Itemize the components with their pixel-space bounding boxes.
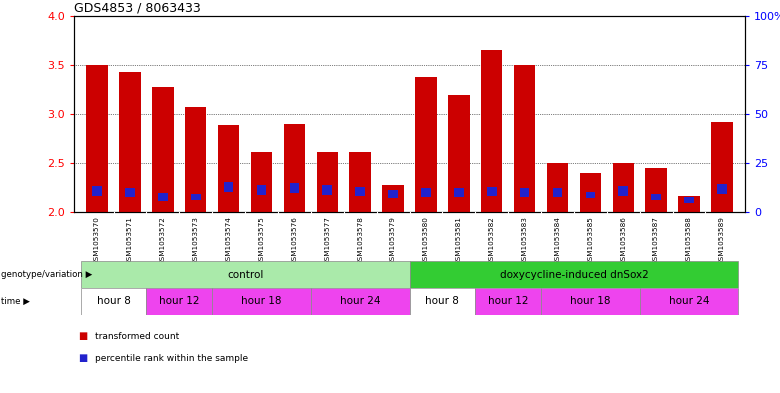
Text: hour 24: hour 24 (668, 296, 709, 307)
Text: percentile rank within the sample: percentile rank within the sample (95, 354, 248, 362)
Text: time ▶: time ▶ (1, 297, 30, 306)
Text: GSM1053579: GSM1053579 (390, 216, 396, 265)
Bar (356, 187, 365, 195)
Text: GSM1053580: GSM1053580 (423, 216, 429, 265)
Text: GSM1053588: GSM1053588 (686, 216, 692, 265)
Text: hour 24: hour 24 (340, 296, 381, 307)
Bar (410, 288, 475, 315)
Text: GSM1053578: GSM1053578 (357, 216, 363, 265)
Text: GSM1053584: GSM1053584 (555, 216, 561, 265)
Text: GSM1053570: GSM1053570 (94, 216, 100, 265)
Text: ■: ■ (78, 353, 87, 363)
Bar (317, 152, 338, 212)
Text: hour 8: hour 8 (425, 296, 459, 307)
Bar (212, 288, 311, 315)
Bar (284, 124, 305, 212)
Bar (119, 72, 140, 212)
Bar (224, 182, 233, 191)
Bar (147, 288, 212, 315)
Bar (80, 288, 147, 315)
Bar (448, 95, 470, 212)
Bar (126, 188, 135, 196)
Text: GDS4853 / 8063433: GDS4853 / 8063433 (74, 2, 201, 15)
Bar (349, 152, 370, 212)
Text: GSM1053589: GSM1053589 (719, 216, 725, 265)
Bar (152, 87, 174, 212)
Bar (92, 185, 102, 195)
Text: GSM1053577: GSM1053577 (324, 216, 330, 265)
Bar (454, 188, 463, 196)
Text: GSM1053582: GSM1053582 (489, 216, 495, 265)
Bar (80, 261, 410, 288)
Text: ■: ■ (78, 331, 87, 342)
Bar (619, 185, 628, 195)
Bar (586, 191, 595, 198)
Text: GSM1053575: GSM1053575 (258, 216, 264, 265)
Bar (251, 152, 272, 212)
Text: GSM1053576: GSM1053576 (292, 216, 297, 265)
Text: GSM1053586: GSM1053586 (620, 216, 626, 265)
Bar (191, 193, 200, 200)
Text: control: control (227, 270, 264, 280)
Bar (651, 193, 661, 200)
Bar (645, 168, 667, 212)
Bar (388, 189, 398, 198)
Bar (185, 107, 207, 212)
Bar (553, 188, 562, 196)
Text: GSM1053574: GSM1053574 (225, 216, 232, 265)
Text: hour 18: hour 18 (241, 296, 282, 307)
Bar (514, 65, 535, 212)
Bar (289, 183, 300, 193)
Text: transformed count: transformed count (95, 332, 179, 341)
Text: GSM1053571: GSM1053571 (127, 216, 133, 265)
Bar (547, 163, 568, 212)
Text: hour 8: hour 8 (97, 296, 130, 307)
Text: genotype/variation ▶: genotype/variation ▶ (1, 270, 92, 279)
Bar (487, 187, 497, 195)
Text: hour 18: hour 18 (570, 296, 611, 307)
Bar (218, 125, 239, 212)
Bar (158, 193, 168, 201)
Bar (87, 65, 108, 212)
Bar (612, 163, 634, 212)
Bar (580, 173, 601, 212)
Bar (640, 288, 739, 315)
Bar (541, 288, 640, 315)
Bar (415, 77, 437, 212)
Text: GSM1053585: GSM1053585 (587, 216, 594, 265)
Bar (679, 195, 700, 212)
Bar (257, 185, 266, 195)
Text: GSM1053573: GSM1053573 (193, 216, 199, 265)
Text: hour 12: hour 12 (488, 296, 528, 307)
Text: GSM1053572: GSM1053572 (160, 216, 166, 265)
Bar (717, 184, 727, 193)
Text: GSM1053587: GSM1053587 (653, 216, 659, 265)
Text: hour 12: hour 12 (159, 296, 200, 307)
Bar (410, 261, 739, 288)
Bar (322, 185, 332, 195)
Bar (421, 188, 431, 196)
Bar (481, 50, 502, 212)
Text: GSM1053583: GSM1053583 (522, 216, 527, 265)
Text: doxycycline-induced dnSox2: doxycycline-induced dnSox2 (499, 270, 648, 280)
Bar (382, 185, 404, 212)
Bar (475, 288, 541, 315)
Bar (519, 188, 530, 196)
Text: GSM1053581: GSM1053581 (456, 216, 462, 265)
Bar (684, 196, 693, 204)
Bar (711, 122, 732, 212)
Bar (311, 288, 410, 315)
